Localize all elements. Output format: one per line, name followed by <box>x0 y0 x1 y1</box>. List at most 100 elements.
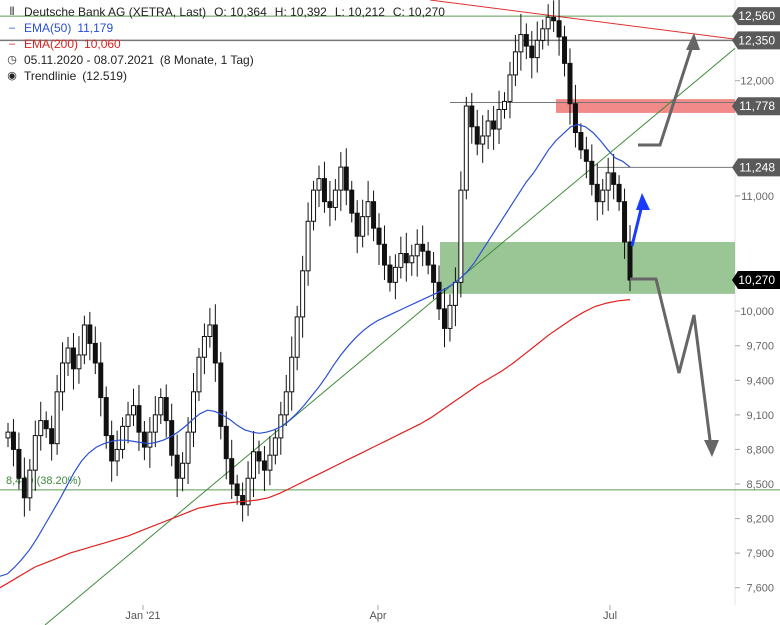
candle-body <box>572 103 578 134</box>
candle-body <box>223 425 229 460</box>
candle-body <box>420 243 426 252</box>
candle-body <box>474 126 480 145</box>
candle-body <box>556 20 562 38</box>
candle-body <box>321 178 327 203</box>
candle-body <box>431 264 437 283</box>
candle-body <box>191 391 197 433</box>
ema200-line <box>0 299 631 589</box>
price-tag-label: 11,248 <box>739 160 775 174</box>
open-value: O: 10,364 <box>214 5 267 19</box>
candle-body <box>567 62 573 105</box>
y-tick-label: 12,000 <box>740 76 774 88</box>
candle-body <box>70 347 76 370</box>
candle-body <box>130 405 136 416</box>
candle-body <box>512 51 518 76</box>
candle-body <box>469 105 475 128</box>
ema50-label: EMA(50) <box>24 21 72 35</box>
candle-body <box>114 448 120 462</box>
forecast-down-arrowhead <box>704 440 719 457</box>
close-value: C: 10,270 <box>392 5 445 19</box>
ema50-line <box>0 123 631 577</box>
candle-body <box>196 356 202 393</box>
candle-body <box>261 460 267 471</box>
candle-body <box>551 16 557 22</box>
candle-body <box>289 356 295 393</box>
ema200-line-icon: – <box>8 38 16 50</box>
candle-body <box>387 264 393 283</box>
candle-body <box>376 227 382 245</box>
candle-body <box>371 201 377 229</box>
clock-icon: ◷ <box>7 54 17 66</box>
candle-body <box>38 420 44 437</box>
candle-body <box>398 253 404 268</box>
candle-body <box>534 39 540 59</box>
candle-body <box>600 189 606 203</box>
candle-body <box>92 342 98 364</box>
candle-body <box>185 431 191 464</box>
price-tag <box>732 7 780 26</box>
bounce-arrow-head <box>636 193 650 210</box>
candle-body <box>65 347 71 364</box>
ema200-value: 10,060 <box>84 37 121 51</box>
candle-body <box>81 324 87 356</box>
y-tick-label: 8,500 <box>746 479 774 491</box>
candle-body <box>294 316 300 358</box>
candle-body <box>49 428 55 445</box>
candle-body <box>414 243 420 257</box>
candle-body <box>109 435 115 462</box>
candle-body <box>76 354 82 370</box>
candle-body <box>365 201 371 218</box>
candle-body <box>392 266 398 283</box>
price-tag-label: 10,270 <box>738 273 775 287</box>
candle-body <box>452 281 458 306</box>
candle-body <box>60 362 66 393</box>
candle-body <box>332 189 338 208</box>
candle-body <box>403 253 409 264</box>
candle-body <box>507 74 513 102</box>
chart-legend: ⫴ Deutsche Bank AG (XETRA, Last) O: 10,3… <box>6 4 445 84</box>
candle-body <box>43 420 49 430</box>
trendline-value: (12.519) <box>82 69 127 83</box>
candle-body <box>300 270 306 318</box>
y-tick-label: 10,000 <box>740 306 774 318</box>
candle-body <box>229 458 235 485</box>
ema50-line-icon: – <box>8 22 16 34</box>
candle-body <box>87 324 93 344</box>
legend-period: ◷ 05.11.2020 - 08.07.2021 (8 Monate, 1 T… <box>6 52 445 68</box>
candle-body <box>147 431 153 448</box>
candle-body <box>562 36 568 64</box>
price-tag-label: 11,778 <box>739 99 775 113</box>
candle-body <box>174 454 180 479</box>
candle-body <box>627 241 633 281</box>
candle-body <box>201 335 207 358</box>
candle-body <box>578 132 584 151</box>
legend-ema200: – EMA(200) 10,060 <box>6 36 445 52</box>
candle-body <box>594 183 600 203</box>
candle-body <box>327 201 333 208</box>
high-value: H: 10,392 <box>274 5 327 19</box>
y-tick-label: 9,400 <box>746 375 774 387</box>
candle-body <box>218 362 224 427</box>
candle-body <box>540 28 546 41</box>
ema50-value: 11,179 <box>77 21 114 35</box>
candle-body <box>136 405 142 433</box>
candle-body <box>5 431 11 439</box>
price-tag <box>732 158 780 177</box>
candle-body <box>480 135 486 145</box>
candle-body <box>463 105 469 191</box>
candle-body <box>502 100 508 110</box>
y-tick-label: 7,600 <box>746 583 774 595</box>
candle-body <box>245 477 251 506</box>
y-tick-label: 9,100 <box>746 410 774 422</box>
candle-body <box>125 414 131 427</box>
candle-body <box>436 281 442 310</box>
candle-body <box>611 172 617 185</box>
candle-body <box>103 397 109 437</box>
candle-body <box>349 189 355 214</box>
candle-body <box>141 431 147 448</box>
period-interval: (8 Monate, 1 Tag) <box>159 53 254 67</box>
price-tag <box>732 271 780 290</box>
candle-body <box>523 34 529 47</box>
trendline-label: Trendlinie <box>24 69 77 83</box>
